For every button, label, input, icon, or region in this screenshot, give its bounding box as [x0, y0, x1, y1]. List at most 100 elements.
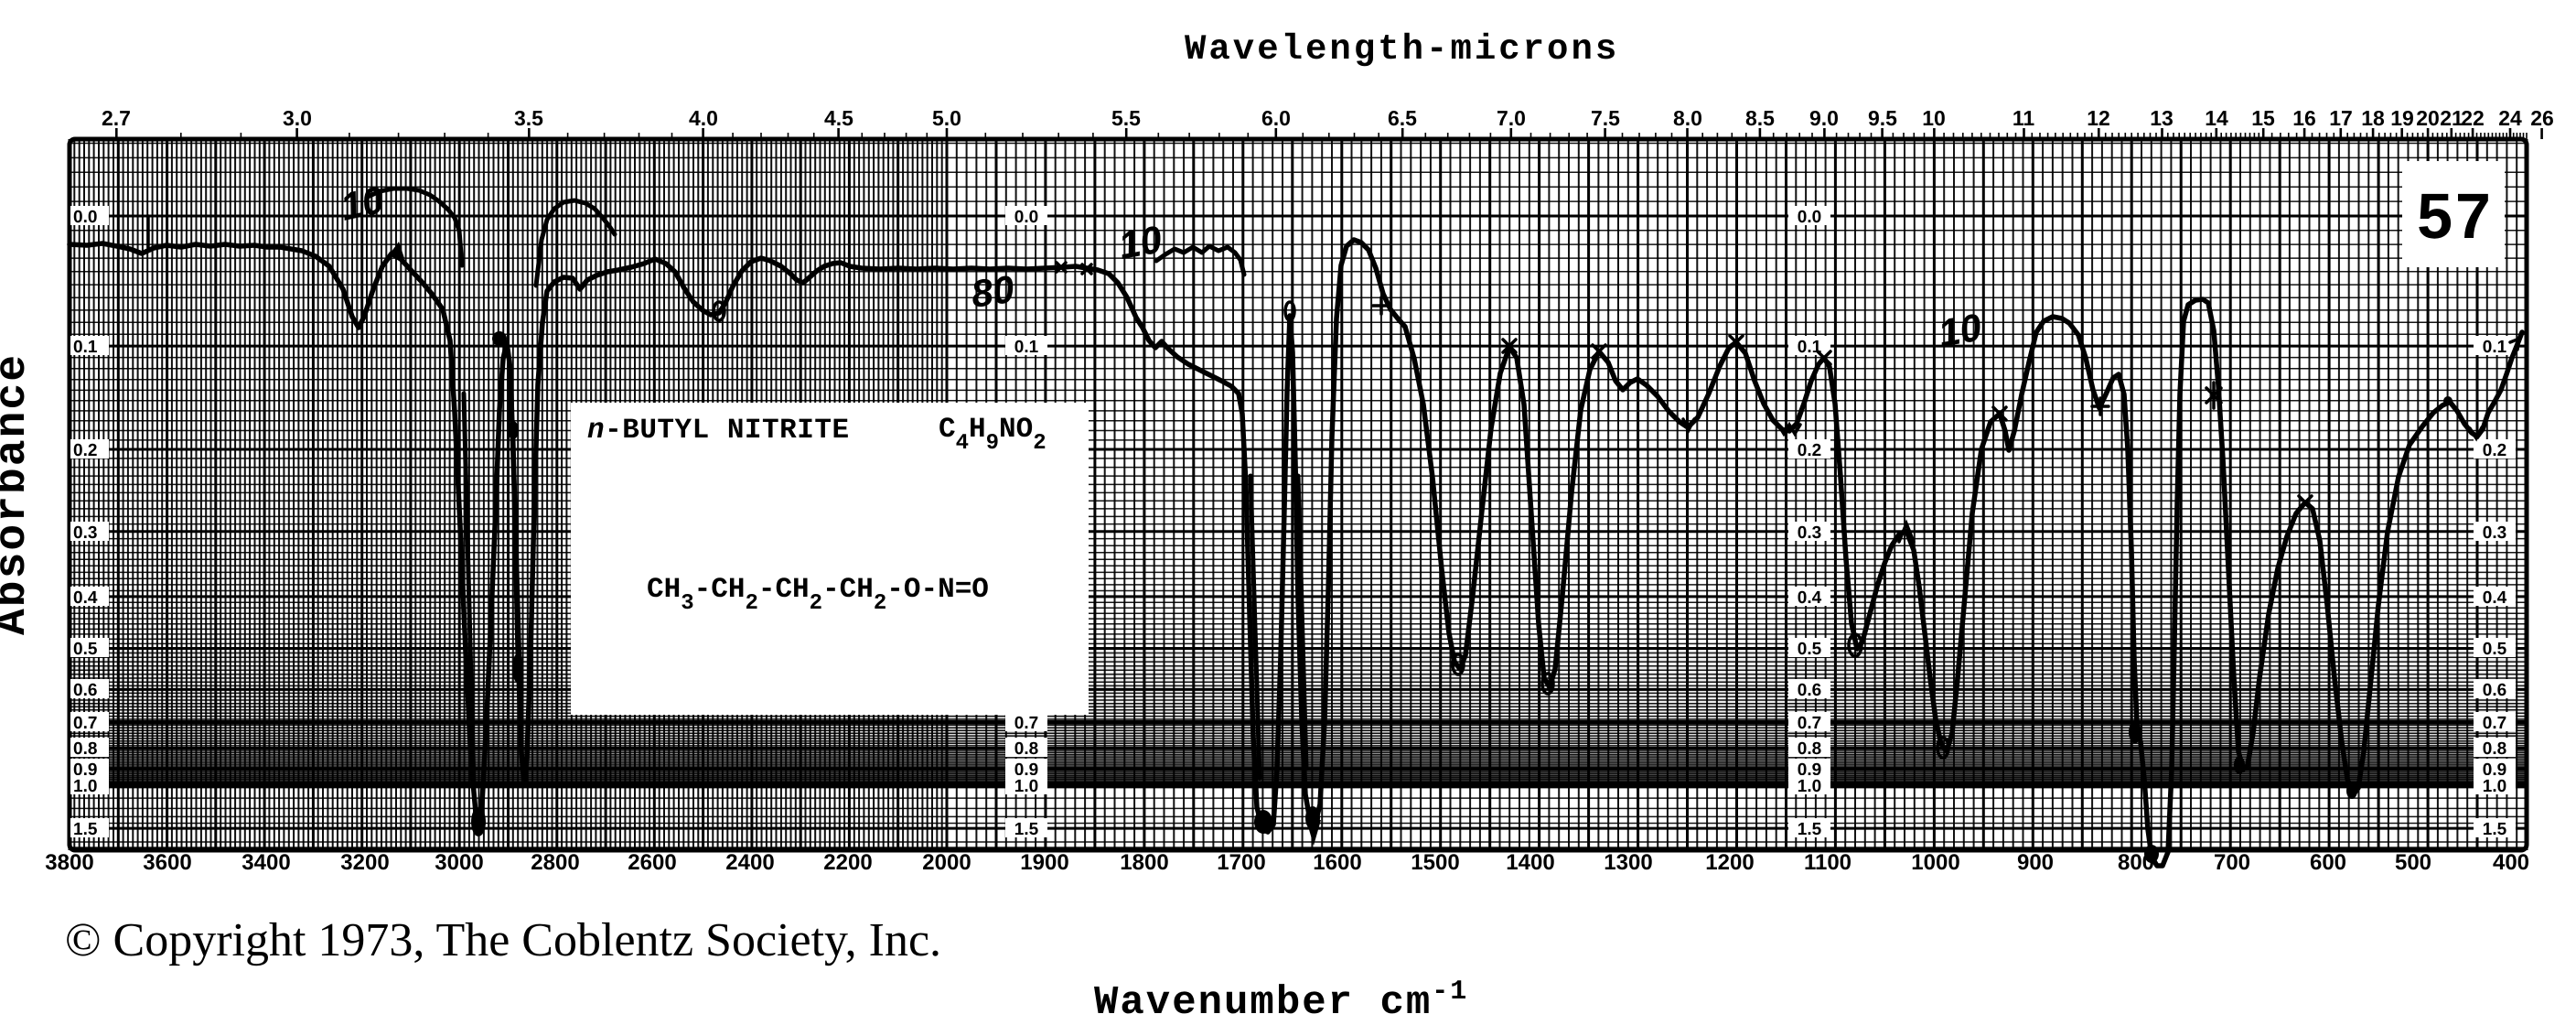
svg-text:0.7: 0.7 [1014, 714, 1038, 733]
svg-text:0.5: 0.5 [73, 640, 98, 659]
svg-text:0.2: 0.2 [1798, 441, 1821, 460]
svg-text:0.9: 0.9 [1014, 761, 1038, 780]
svg-text:3800: 3800 [45, 850, 93, 875]
svg-text:12: 12 [2087, 106, 2110, 130]
svg-text:Wavelength-microns: Wavelength-microns [1185, 29, 1619, 70]
svg-text:1.5: 1.5 [73, 820, 98, 839]
svg-text:1300: 1300 [1604, 850, 1652, 875]
svg-text:8.5: 8.5 [1745, 106, 1775, 130]
svg-text:0.9: 0.9 [1798, 761, 1821, 780]
svg-text:0.6: 0.6 [73, 681, 97, 700]
svg-text:1.0: 1.0 [2483, 777, 2506, 796]
svg-text:Absorbance: Absorbance [0, 353, 38, 635]
svg-text:1600: 1600 [1313, 850, 1361, 875]
svg-text:80: 80 [969, 267, 1017, 316]
svg-text:0.7: 0.7 [1798, 714, 1821, 733]
svg-text:3000: 3000 [435, 850, 483, 875]
svg-text:1900: 1900 [1020, 850, 1068, 875]
svg-text:0.0: 0.0 [1798, 208, 1821, 227]
svg-text:3200: 3200 [340, 850, 389, 875]
svg-text:20: 20 [2416, 106, 2440, 130]
svg-text:9.5: 9.5 [1868, 106, 1897, 130]
svg-text:0.1: 0.1 [1014, 338, 1039, 357]
svg-text:15: 15 [2251, 106, 2275, 130]
svg-text:24: 24 [2498, 106, 2522, 130]
svg-text:0.9: 0.9 [2483, 761, 2506, 780]
svg-text:1000: 1000 [1911, 850, 1959, 875]
svg-text:14: 14 [2205, 106, 2228, 130]
svg-text:0.6: 0.6 [1798, 681, 1821, 700]
svg-text:0.4: 0.4 [2483, 588, 2507, 608]
svg-text:1200: 1200 [1705, 850, 1754, 875]
svg-text:900: 900 [2017, 850, 2054, 875]
svg-text:2400: 2400 [725, 850, 774, 875]
svg-text:0.6: 0.6 [2483, 681, 2506, 700]
svg-text:17: 17 [2329, 106, 2353, 130]
svg-text:3400: 3400 [242, 850, 290, 875]
svg-text:6.0: 6.0 [1261, 106, 1291, 130]
svg-text:9.0: 9.0 [1809, 106, 1839, 130]
svg-text:n-BUTYL NITRITE: n-BUTYL NITRITE [587, 415, 850, 447]
svg-text:1.0: 1.0 [73, 777, 97, 796]
svg-text:0.5: 0.5 [2483, 640, 2507, 659]
svg-text:7.0: 7.0 [1497, 106, 1526, 130]
svg-text:0.8: 0.8 [73, 739, 97, 759]
svg-text:2200: 2200 [823, 850, 872, 875]
svg-text:700: 700 [2214, 850, 2250, 875]
svg-text:6.5: 6.5 [1388, 106, 1417, 130]
svg-text:22: 22 [2461, 106, 2485, 130]
svg-text:0.2: 0.2 [2483, 441, 2506, 460]
svg-text:5.0: 5.0 [932, 106, 961, 130]
svg-text:57: 57 [2417, 180, 2494, 252]
svg-text:0.0: 0.0 [1014, 208, 1038, 227]
svg-text:10: 10 [337, 178, 387, 229]
svg-text:0.8: 0.8 [1798, 739, 1821, 759]
svg-text:0.8: 0.8 [2483, 739, 2506, 759]
svg-text:1800: 1800 [1120, 850, 1168, 875]
svg-text:7.5: 7.5 [1591, 106, 1620, 130]
svg-text:4.5: 4.5 [824, 106, 853, 130]
svg-text:0.8: 0.8 [1014, 739, 1038, 759]
svg-text:400: 400 [2493, 850, 2529, 875]
svg-text:1.0: 1.0 [1014, 777, 1038, 796]
svg-text:1700: 1700 [1217, 850, 1265, 875]
svg-text:0.3: 0.3 [73, 523, 97, 543]
svg-text:1.5: 1.5 [1798, 820, 1822, 839]
svg-text:19: 19 [2390, 106, 2414, 130]
svg-text:Wavenumber cm-1: Wavenumber cm-1 [1094, 976, 1468, 1025]
svg-text:26: 26 [2530, 106, 2554, 130]
svg-text:10: 10 [1935, 305, 1984, 354]
svg-text:0.1: 0.1 [2483, 338, 2507, 357]
svg-text:2000: 2000 [922, 850, 971, 875]
svg-text:1100: 1100 [1804, 850, 1852, 875]
svg-text:2800: 2800 [531, 850, 579, 875]
svg-text:1.5: 1.5 [1014, 820, 1039, 839]
svg-text:0.3: 0.3 [1798, 523, 1821, 543]
svg-text:13: 13 [2150, 106, 2174, 130]
svg-text:1400: 1400 [1506, 850, 1554, 875]
svg-text:10: 10 [1115, 217, 1165, 266]
svg-text:0.4: 0.4 [1798, 588, 1822, 608]
svg-text:0.4: 0.4 [73, 588, 98, 608]
svg-text:0.1: 0.1 [1798, 338, 1822, 357]
svg-text:21: 21 [2440, 106, 2463, 130]
svg-text:3600: 3600 [143, 850, 191, 875]
svg-text:5.5: 5.5 [1111, 106, 1141, 130]
svg-text:0.0: 0.0 [73, 208, 97, 227]
svg-text:3.5: 3.5 [514, 106, 543, 130]
svg-text:16: 16 [2292, 106, 2316, 130]
svg-text:8.0: 8.0 [1673, 106, 1702, 130]
svg-text:2600: 2600 [628, 850, 676, 875]
svg-text:0.2: 0.2 [73, 441, 97, 460]
svg-text:3.0: 3.0 [283, 106, 312, 130]
svg-text:1.0: 1.0 [1798, 777, 1821, 796]
svg-text:1.5: 1.5 [2483, 820, 2507, 839]
svg-text:1500: 1500 [1411, 850, 1459, 875]
svg-text:600: 600 [2310, 850, 2346, 875]
svg-text:© Copyright 1973, The Coblentz: © Copyright 1973, The Coblentz Society, … [65, 914, 941, 966]
svg-text:500: 500 [2395, 850, 2431, 875]
svg-text:0.7: 0.7 [2483, 714, 2506, 733]
svg-text:0.5: 0.5 [1798, 640, 1822, 659]
svg-text:4.0: 4.0 [689, 106, 718, 130]
svg-text:11: 11 [2012, 106, 2035, 130]
